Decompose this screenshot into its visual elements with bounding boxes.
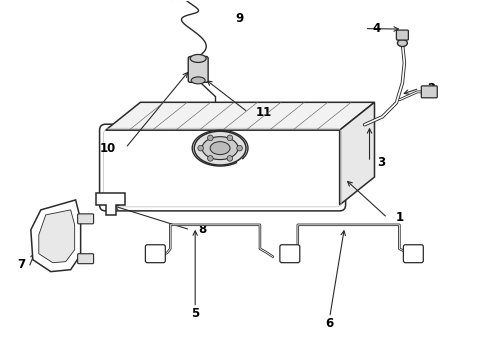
Ellipse shape — [210, 141, 230, 154]
FancyBboxPatch shape — [77, 254, 94, 264]
Circle shape — [227, 135, 233, 141]
Circle shape — [237, 145, 243, 151]
Polygon shape — [340, 102, 374, 205]
Ellipse shape — [191, 77, 205, 84]
Text: 10: 10 — [99, 141, 116, 155]
Circle shape — [208, 135, 213, 141]
Polygon shape — [105, 102, 374, 130]
FancyBboxPatch shape — [396, 30, 408, 40]
Text: 3: 3 — [377, 156, 386, 168]
Circle shape — [227, 156, 233, 161]
Text: 9: 9 — [235, 12, 244, 25]
Ellipse shape — [190, 54, 206, 62]
FancyBboxPatch shape — [99, 124, 345, 211]
FancyBboxPatch shape — [188, 57, 208, 82]
Text: 8: 8 — [198, 223, 206, 236]
Polygon shape — [39, 210, 74, 263]
FancyBboxPatch shape — [421, 86, 437, 98]
Polygon shape — [31, 200, 81, 272]
Text: 6: 6 — [325, 318, 334, 330]
Circle shape — [208, 156, 213, 161]
Text: 1: 1 — [395, 211, 404, 224]
Text: 4: 4 — [372, 22, 381, 35]
FancyBboxPatch shape — [403, 245, 423, 263]
Ellipse shape — [397, 40, 407, 46]
Circle shape — [198, 145, 203, 151]
Ellipse shape — [202, 137, 238, 159]
Text: 11: 11 — [256, 106, 272, 119]
Ellipse shape — [194, 131, 246, 165]
FancyBboxPatch shape — [280, 245, 300, 263]
FancyBboxPatch shape — [77, 214, 94, 224]
Text: 5: 5 — [191, 307, 199, 320]
Text: 2: 2 — [427, 82, 436, 95]
FancyBboxPatch shape — [146, 245, 165, 263]
Polygon shape — [96, 193, 125, 215]
Text: 7: 7 — [17, 258, 25, 271]
